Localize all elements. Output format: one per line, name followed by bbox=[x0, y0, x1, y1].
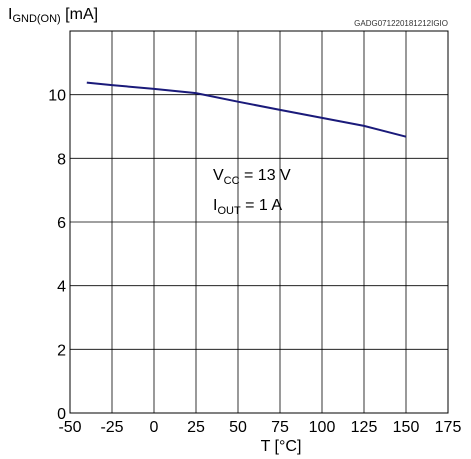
x-tick-label: 50 bbox=[229, 419, 247, 436]
x-tick-label: 25 bbox=[187, 419, 205, 436]
plot-frame bbox=[69, 30, 449, 414]
y-tick-label: 2 bbox=[57, 342, 66, 359]
x-tick-label: 125 bbox=[351, 419, 378, 436]
y-tick-label: 0 bbox=[57, 406, 66, 423]
annotation-iout: IOUT = 1 A bbox=[213, 197, 282, 217]
grid bbox=[69, 30, 449, 414]
annotation-vcc: VCC = 13 V bbox=[213, 167, 291, 187]
y-axis-title: IGND(ON) [mA] bbox=[8, 6, 98, 25]
y-tick-label: 10 bbox=[48, 88, 66, 105]
series-line bbox=[86, 81, 407, 138]
y-tick-label: 4 bbox=[57, 279, 66, 296]
x-tick-labels: -50 -25 0 25 50 75 100 125 150 175 bbox=[58, 419, 461, 436]
x-axis-title: T [°C] bbox=[261, 438, 302, 455]
x-tick-label: 0 bbox=[150, 419, 159, 436]
x-tick-label: 150 bbox=[393, 419, 420, 436]
y-tick-label: 8 bbox=[57, 151, 66, 168]
y-tick-label: 6 bbox=[57, 215, 66, 232]
x-tick-label: 100 bbox=[309, 419, 336, 436]
x-tick-label: -50 bbox=[58, 419, 81, 436]
x-tick-label: -25 bbox=[100, 419, 123, 436]
x-tick-label: 75 bbox=[271, 419, 289, 436]
x-tick-label: 175 bbox=[435, 419, 462, 436]
y-tick-labels: 0 2 4 6 8 10 bbox=[48, 88, 66, 423]
reference-code: GADG071220181212IGIO bbox=[354, 19, 448, 28]
